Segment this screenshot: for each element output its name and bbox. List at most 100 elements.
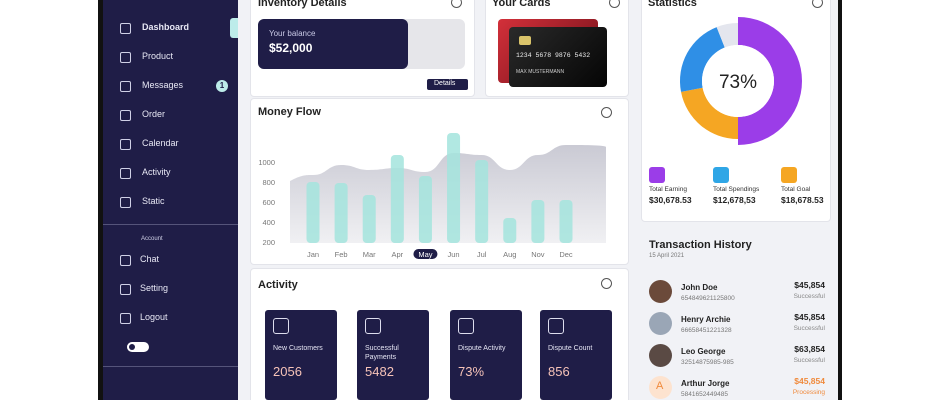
stat-icon bbox=[649, 167, 665, 183]
y-tick-label: 800 bbox=[262, 178, 275, 187]
donut-chart: 73% bbox=[680, 17, 802, 145]
theme-toggle[interactable] bbox=[127, 342, 149, 352]
tile-value: 2056 bbox=[273, 364, 302, 379]
tile-icon bbox=[548, 318, 564, 334]
menu-icon bbox=[120, 52, 131, 63]
tx-status: Processing bbox=[792, 389, 825, 396]
y-tick-label: 600 bbox=[262, 198, 275, 207]
bar bbox=[447, 133, 461, 243]
tile-icon bbox=[458, 318, 474, 334]
menu-icon bbox=[120, 81, 131, 92]
activity-tile: Successful Payments 5482 bbox=[357, 310, 429, 400]
more-button[interactable] bbox=[812, 0, 823, 8]
menu-badge: 1 bbox=[216, 80, 228, 92]
menu-item[interactable]: Messages bbox=[142, 80, 184, 90]
menu-icon bbox=[120, 197, 131, 208]
tile-label: Successful Payments bbox=[365, 345, 399, 361]
bar bbox=[362, 195, 376, 243]
stat-icon bbox=[713, 167, 729, 183]
x-tick-label: Apr bbox=[391, 250, 403, 259]
bar bbox=[390, 155, 404, 243]
activity-card: Activity New Customers 2056 Successful Paym… bbox=[250, 268, 629, 400]
x-tick-label: May bbox=[418, 250, 432, 259]
tile-label: Dispute Count bbox=[548, 345, 593, 352]
money-flow-card: Money Flow 200 400 600 800 1000 Jan Feb Mar Apr Ma… bbox=[250, 98, 629, 265]
tx-id: 66658451221328 bbox=[681, 327, 732, 334]
selected-pill bbox=[413, 249, 438, 259]
tile-value: 73% bbox=[458, 364, 485, 379]
button-label: Details bbox=[434, 80, 456, 87]
menu-item[interactable]: Logout bbox=[140, 312, 168, 322]
menu-item[interactable]: Calendar bbox=[142, 138, 179, 148]
x-tick-label: Dec bbox=[559, 250, 573, 259]
tx-id: 654849621125800 bbox=[681, 295, 735, 302]
menu-item[interactable]: Setting bbox=[140, 283, 169, 293]
stat-label: Total Earning bbox=[649, 186, 687, 193]
stat-label: Total Goal bbox=[781, 186, 811, 193]
menu-icon bbox=[120, 110, 131, 121]
x-tick-label: Aug bbox=[503, 250, 516, 259]
avatar: A bbox=[649, 376, 672, 399]
statistics-card: Statistics 73% Total Earning $30,678.53 Tota… bbox=[641, 0, 831, 222]
bar bbox=[531, 200, 545, 243]
card-title: Your Cards bbox=[492, 0, 551, 9]
donut-segment bbox=[681, 87, 738, 139]
tile-label: Dispute Activity bbox=[458, 345, 506, 352]
avatar bbox=[649, 280, 672, 303]
balance-value: $52,000 bbox=[269, 41, 313, 55]
donut-label: 73% bbox=[719, 72, 757, 93]
card-title: Activity bbox=[258, 279, 298, 291]
menu-icon bbox=[120, 313, 131, 324]
more-button[interactable] bbox=[451, 0, 462, 8]
details-button[interactable]: Details bbox=[427, 79, 468, 90]
tx-name: Leo George bbox=[681, 347, 726, 356]
more-button[interactable] bbox=[601, 278, 612, 289]
tile-value: 856 bbox=[548, 364, 570, 379]
avatar bbox=[649, 344, 672, 367]
tile-label: New Customers bbox=[273, 345, 323, 352]
section-date: 15 April 2021 bbox=[649, 253, 685, 259]
main: Inventory Details Your balance $52,000 Deta… bbox=[238, 0, 838, 400]
bar bbox=[334, 183, 348, 243]
menu-item[interactable]: Product bbox=[142, 51, 174, 61]
menu-icon bbox=[120, 168, 131, 179]
toggle-knob bbox=[129, 344, 135, 350]
tx-name: Henry Archie bbox=[681, 315, 731, 324]
more-button[interactable] bbox=[609, 0, 620, 8]
card-title: Statistics bbox=[648, 0, 697, 9]
balance-card: Your balance $52,000 bbox=[258, 19, 408, 69]
stat-icon bbox=[781, 167, 797, 183]
more-button[interactable] bbox=[601, 107, 612, 118]
bar bbox=[559, 200, 573, 243]
menu-item[interactable]: Chat bbox=[140, 254, 160, 264]
section-label: Account bbox=[141, 236, 163, 242]
bar bbox=[475, 160, 489, 243]
cards-card: Your Cards 1234 5678 9876 5432 MAX MUSTERM… bbox=[485, 0, 629, 97]
card-holder: MAX MUSTERMANN bbox=[516, 69, 565, 75]
bar bbox=[306, 182, 320, 243]
activity-tile: Dispute Activity 73% bbox=[450, 310, 522, 400]
menu-icon bbox=[120, 255, 131, 266]
x-tick-label: Feb bbox=[335, 250, 348, 259]
x-tick-label: Mar bbox=[363, 250, 376, 259]
menu-item[interactable]: Dashboard bbox=[142, 22, 190, 32]
tx-amount: $45,854 bbox=[794, 312, 825, 322]
stat-label: Total Spendings bbox=[713, 186, 760, 193]
y-tick-label: 200 bbox=[262, 238, 275, 247]
menu-item[interactable]: Activity bbox=[142, 167, 171, 177]
transactions: Transaction History 15 April 2021 John Doe… bbox=[641, 232, 829, 400]
donut-segment bbox=[738, 17, 802, 145]
stat-value: $12,678,53 bbox=[713, 195, 756, 205]
menu-item[interactable]: Static bbox=[142, 196, 165, 206]
tx-amount: $45,854 bbox=[794, 280, 825, 290]
card-title: Money Flow bbox=[258, 106, 321, 118]
activity-tile: Dispute Count 856 bbox=[540, 310, 612, 400]
menu-icon bbox=[120, 139, 131, 150]
x-tick-label: Jan bbox=[307, 250, 319, 259]
donut-segment bbox=[680, 27, 725, 92]
tile-icon bbox=[365, 318, 381, 334]
menu-item[interactable]: Order bbox=[142, 109, 166, 119]
tx-status: Successful bbox=[793, 293, 825, 300]
x-tick-label: Nov bbox=[531, 250, 545, 259]
